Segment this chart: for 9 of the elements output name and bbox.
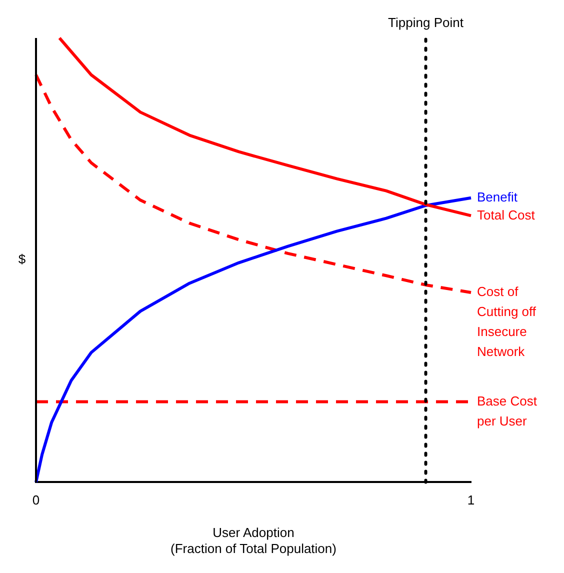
x-tick-label: 0 [32,492,40,508]
series-label: Cost of Cutting off Insecure Network [477,284,536,360]
series-label: Benefit [477,189,518,204]
ref-line-label: Tipping Point [388,15,464,30]
x-tick-label: 1 [467,492,475,508]
y-axis-title: $ [18,252,26,267]
x-axis-title: User Adoption (Fraction of Total Population) [170,525,336,556]
series-label: Total Cost [477,207,536,222]
series-label: Base Cost per User [477,393,538,428]
